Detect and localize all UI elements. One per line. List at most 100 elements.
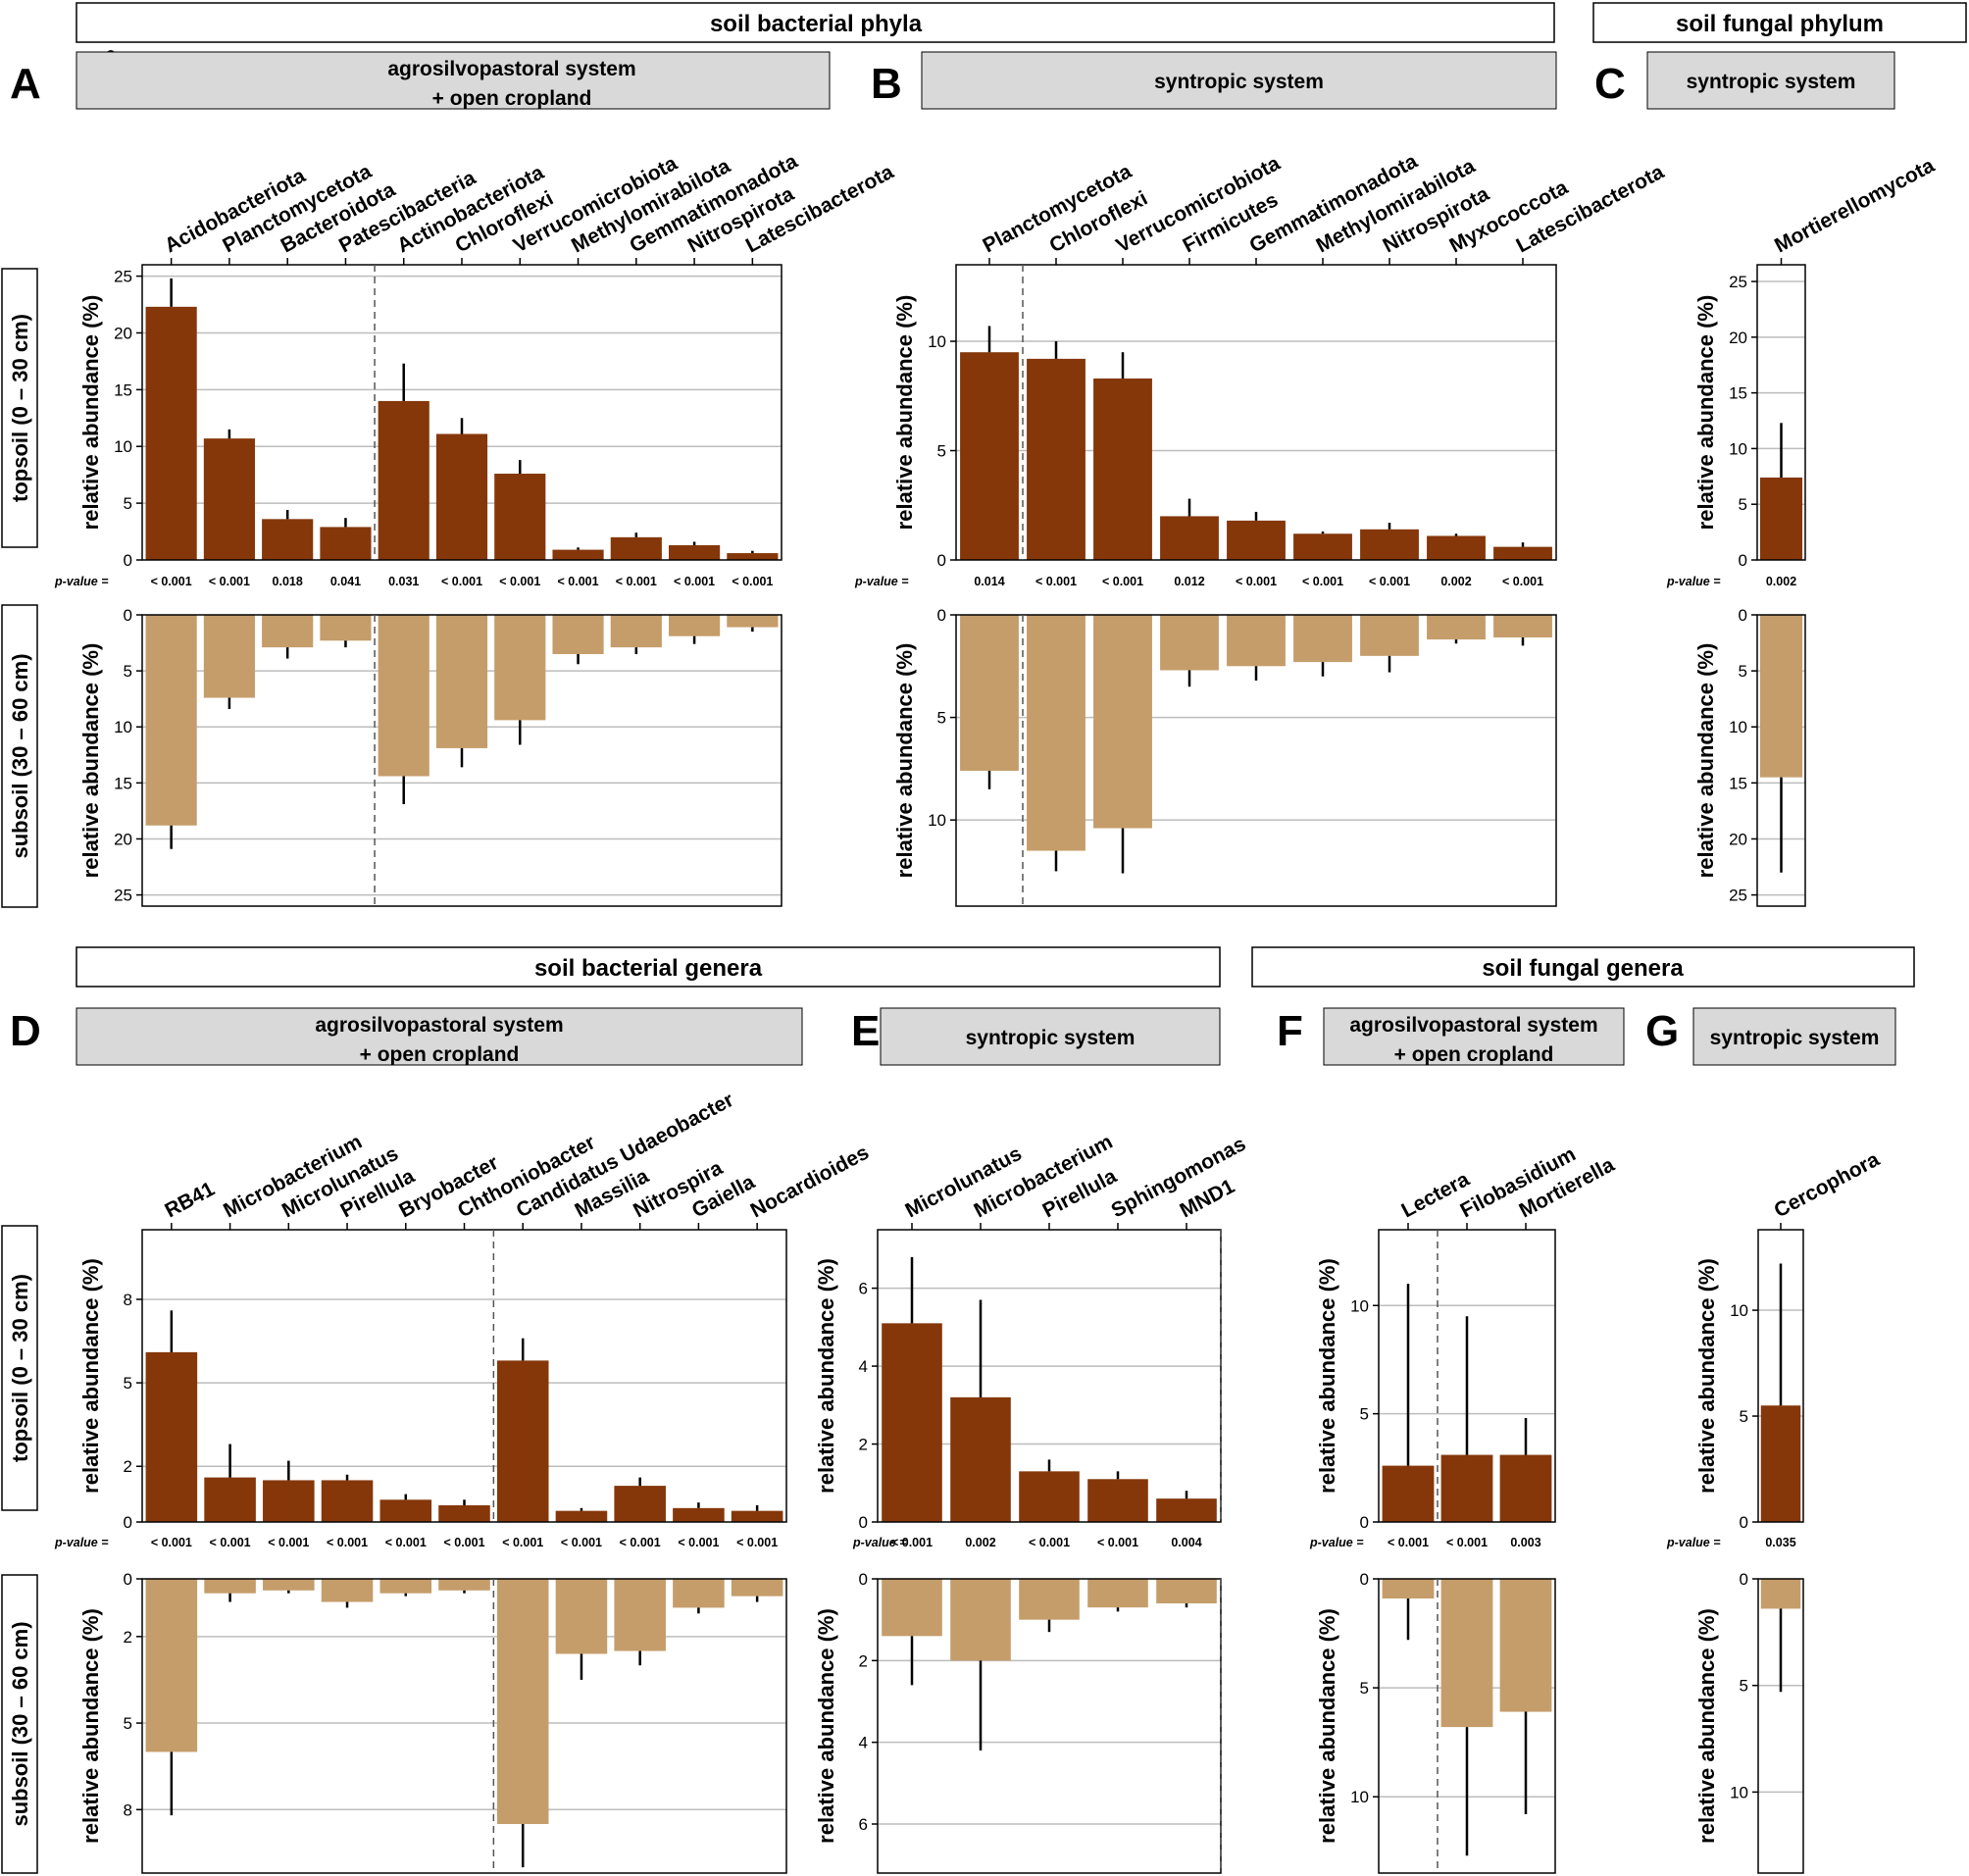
subsoil-bar — [263, 1579, 315, 1591]
p-value: < 0.001 — [561, 1536, 602, 1549]
subsoil-bar — [1493, 615, 1552, 638]
p-value-label: p-value = — [1666, 575, 1721, 588]
topsoil-frame — [955, 264, 1557, 561]
y-tick-label: 20 — [1729, 830, 1747, 848]
topsoil-bar — [1019, 1471, 1080, 1522]
p-value: 0.035 — [1765, 1536, 1795, 1549]
y-tick-label: 10 — [1350, 1296, 1369, 1315]
y-axis-title: relative abundance (%) — [78, 295, 103, 531]
subsoil-bar — [960, 615, 1019, 771]
panel-letter: A — [10, 60, 41, 108]
p-value: < 0.001 — [443, 1536, 484, 1549]
subsoil-bar — [669, 615, 721, 636]
subsoil-bar — [610, 615, 662, 648]
y-tick-label: 25 — [1729, 887, 1747, 905]
topsoil-bar — [1759, 477, 1803, 560]
topsoil-bar — [1227, 520, 1286, 560]
subsoil-bar — [494, 615, 546, 721]
subsoil-bar — [379, 1579, 432, 1594]
topsoil-bar — [1760, 1405, 1801, 1522]
subsoil-frame — [1756, 614, 1806, 907]
panel-header — [76, 51, 831, 110]
p-value: 0.018 — [273, 575, 303, 588]
subsoil-bar — [950, 1579, 1011, 1661]
y-tick-label: 6 — [859, 1280, 868, 1298]
subsoil-bar — [1019, 1579, 1080, 1620]
p-value: < 0.001 — [1388, 1536, 1429, 1549]
panel-title: + open cropland — [1394, 1043, 1554, 1066]
subsoil-frame — [1757, 1578, 1804, 1874]
y-tick-label: 15 — [1729, 774, 1747, 792]
y-tick-label: 15 — [114, 774, 132, 792]
panel-header — [880, 1007, 1221, 1066]
panel-letter: B — [871, 60, 902, 108]
p-value: < 0.001 — [1446, 1536, 1488, 1549]
y-tick-label: 5 — [1360, 1679, 1369, 1698]
p-value: < 0.001 — [620, 1536, 661, 1549]
subsoil-bar — [262, 615, 314, 648]
y-tick-label: 20 — [114, 830, 132, 848]
topsoil-bar — [438, 1504, 490, 1522]
y-tick-label: 0 — [859, 1570, 868, 1589]
category-label: Cercophora — [1771, 1148, 1884, 1223]
y-tick-label: 20 — [1729, 329, 1747, 347]
topsoil-bar — [552, 549, 604, 560]
panel-title: agrosilvopastoral system — [315, 1014, 563, 1037]
y-tick-label: 0 — [124, 606, 132, 625]
subsoil-bar — [1382, 1579, 1435, 1598]
y-tick-label: 0 — [124, 1513, 132, 1532]
y-axis-title: relative abundance (%) — [1693, 295, 1718, 531]
y-tick-label: 10 — [114, 718, 132, 736]
category-label: Nocardioides — [747, 1141, 873, 1223]
y-tick-label: 10 — [1729, 718, 1747, 736]
y-tick-label: 5 — [124, 1714, 132, 1733]
subsoil-frame — [955, 614, 1557, 907]
p-value: 0.041 — [330, 575, 361, 588]
subsoil-bar — [1760, 1579, 1801, 1609]
y-tick-label: 10 — [1729, 439, 1747, 458]
topsoil-bar — [960, 352, 1019, 560]
topsoil-bar — [1382, 1465, 1435, 1522]
subsoil-bar — [1759, 615, 1803, 778]
topsoil-bar — [145, 306, 197, 560]
y-tick-label: 5 — [124, 494, 132, 513]
p-value: < 0.001 — [441, 575, 482, 588]
subsoil-bar — [203, 615, 255, 698]
y-tick-label: 20 — [114, 324, 132, 342]
p-value: 0.014 — [974, 575, 1004, 588]
topsoil-bar — [1360, 529, 1419, 560]
y-tick-label: 6 — [859, 1815, 868, 1834]
subsoil-bar — [1227, 615, 1286, 667]
topsoil-bar — [204, 1477, 256, 1522]
topsoil-bar — [378, 400, 429, 560]
y-tick-label: 10 — [928, 811, 946, 830]
p-value: < 0.001 — [1236, 575, 1277, 588]
y-tick-label: 0 — [1360, 1570, 1369, 1589]
topsoil-frame — [1756, 264, 1806, 561]
y-axis-title: relative abundance (%) — [1693, 643, 1718, 879]
p-value: 0.002 — [1440, 575, 1471, 588]
subsoil-bar — [435, 615, 488, 748]
p-value: 0.031 — [388, 575, 419, 588]
subsoil-bar — [204, 1579, 256, 1594]
panel-title: syntropic system — [1710, 1027, 1880, 1049]
topsoil-frame — [141, 264, 783, 561]
panel-title: syntropic system — [1687, 71, 1856, 93]
p-value: < 0.001 — [1102, 575, 1143, 588]
y-tick-label: 5 — [1740, 1407, 1748, 1426]
p-value-label: p-value = — [854, 575, 909, 588]
topsoil-bar — [731, 1510, 783, 1522]
topsoil-bar — [882, 1323, 942, 1522]
y-tick-label: 0 — [937, 606, 946, 625]
p-value: < 0.001 — [151, 575, 192, 588]
p-value-label: p-value = — [54, 1536, 109, 1549]
subsoil-frame — [1378, 1578, 1556, 1874]
y-tick-label: 25 — [1729, 273, 1747, 291]
topsoil-frame — [141, 1229, 787, 1523]
p-value: 0.002 — [965, 1536, 995, 1549]
y-axis-title: relative abundance (%) — [814, 1258, 838, 1494]
